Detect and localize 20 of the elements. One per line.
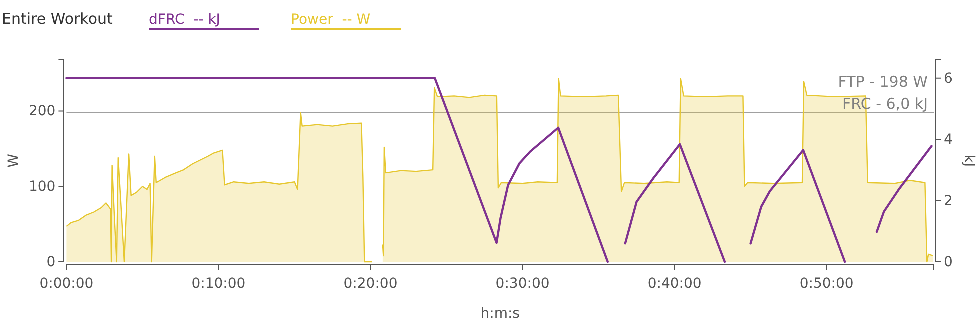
text: dFRC -- kJ xyxy=(149,12,220,28)
y2-tick-label: 6 xyxy=(944,70,953,87)
y-tick-label: 100 xyxy=(28,179,56,196)
y-axis-title: W xyxy=(6,154,22,168)
text: Power -- W xyxy=(291,12,371,28)
chart-title: Entire Workout xyxy=(2,10,113,28)
y2-tick-label: 2 xyxy=(944,193,953,210)
x-axis-title: h:m:s xyxy=(480,306,520,322)
y2-axis-title: kJ xyxy=(961,154,977,168)
x-tick-label: 0:40:00 xyxy=(648,276,702,292)
ref-line-label: FTP - 198 W xyxy=(838,72,928,91)
x-tick-label: 0:30:00 xyxy=(496,276,550,292)
y-tick-label: 0 xyxy=(46,254,56,270)
x-tick-label: 0:00:00 xyxy=(40,276,94,292)
x-tick-label: 0:50:00 xyxy=(800,276,854,292)
y2-tick-label: 0 xyxy=(944,254,953,270)
y2-tick-label: 4 xyxy=(944,132,953,148)
x-tick-label: 0:20:00 xyxy=(344,276,398,292)
y-tick-label: 200 xyxy=(28,104,56,120)
x-tick-label: 0:10:00 xyxy=(192,276,246,292)
